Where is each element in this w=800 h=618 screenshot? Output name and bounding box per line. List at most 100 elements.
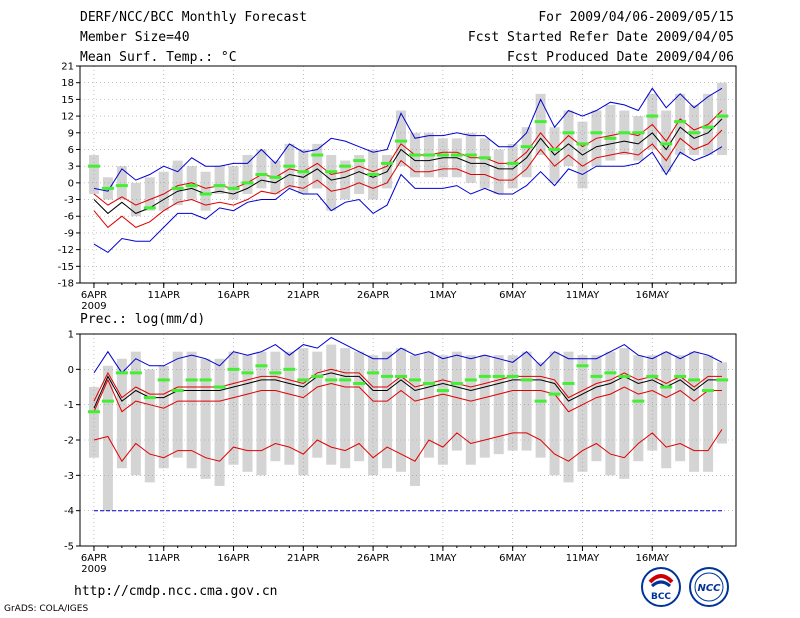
prec-spread-box [312,351,323,458]
prec-spread-box [116,358,127,469]
prec-y-tick-label: -2 [64,436,74,447]
prec-spread-box [605,351,616,476]
prec-observed-point [367,371,380,375]
temp-spread-box [116,166,127,200]
temp-observed-point [381,161,394,165]
temp-observed-point [674,120,687,124]
temp-observed-point [548,147,561,151]
prec-spread-box [186,351,197,469]
temp-observed-point [506,161,519,165]
prec-observed-point [395,374,408,378]
prec-x-tick-label: 6MAY [499,553,527,564]
prec-spread-box [214,358,225,486]
prec-spread-box [717,362,728,444]
temp-observed-point [436,153,449,157]
prec-observed-point [436,389,449,393]
prec-spread-box [493,355,504,455]
temp-spread-box [563,110,574,167]
prec-spread-box [298,348,309,476]
prec-x-tick-label: 1MAY [429,553,457,564]
prec-spread-box [661,351,672,469]
temp-spread-box [312,143,323,189]
temp-observed-point [255,173,268,176]
temp-spread-box [396,110,407,167]
prec-observed-point [632,399,645,403]
prec-observed-point [311,374,324,378]
prec-spread-box [256,351,267,476]
temp-observed-point [325,170,338,174]
temp-observed-point [408,153,421,157]
temp-spread-box [172,160,183,206]
prec-max-line [93,336,723,374]
prec-spread-box [396,348,407,472]
prec-observed-point [339,378,352,382]
ncc-logo-text: NCC [697,583,721,594]
temp-observed-point [520,145,533,149]
prec-observed-point [520,378,533,382]
temp-observed-point [632,131,645,135]
prec-observed-point [269,371,282,375]
prec-observed-point [576,364,589,368]
prec-observed-point [422,381,435,385]
forecast-period: For 2009/04/06-2009/05/15 [538,10,734,25]
temp-min-line [93,146,723,254]
prec-observed-point [646,374,659,378]
prec-observed-point [353,381,366,385]
grads-credit: GrADS: COLA/IGES [4,604,89,614]
temp-observed-point [534,120,547,124]
prec-spread-box [619,348,630,479]
prec-observed-point [213,385,226,389]
prec-x-tick-label: 16MAY [635,553,669,564]
temp-y-tick-label: 6 [68,145,74,156]
forecast-start-date: Fcst Started Refer Date 2009/04/05 [467,30,734,45]
temp-spread-box [493,149,504,194]
prec-observed-point [604,371,617,375]
temp-y-tick-label: -6 [64,212,74,223]
temp-spread-lower-line [93,129,723,229]
prec-observed-point [129,371,142,375]
temp-y-tick-label: -15 [58,262,74,273]
temp-spread-box [200,171,211,211]
prec-observed-point [283,367,296,371]
temp-x-tick-label: 6MAY [499,290,527,301]
temp-spread-box [256,149,267,189]
prec-x-tick-label: 16APR [217,553,250,564]
temp-spread-box [535,93,546,156]
temp-x-tick-label: 16APR [217,290,250,301]
prec-spread-box [340,348,351,469]
prec-observed-point [157,378,170,382]
prec-spread-box [465,355,476,465]
temp-max-line [93,87,723,192]
prec-spread-box [437,355,448,465]
prec-observed-point [171,389,184,393]
prec-y-tick-label: 0 [68,365,74,376]
ncc-logo: NCC [689,567,729,607]
temp-x-tick-label: 6APR [81,290,107,301]
prec-observed-point [450,381,463,385]
temp-spread-box [214,166,225,194]
source-url[interactable]: http://cmdp.ncc.cma.gov.cn [74,584,278,599]
prec-spread-box [591,355,602,462]
prec-spread-box [158,365,169,469]
temp-observed-point [171,186,184,190]
temp-observed-point [450,153,463,157]
temp-observed-point [241,181,254,185]
temp-observed-point [339,164,352,168]
prec-spread-box [144,369,155,483]
temp-observed-point [395,139,408,143]
temp-y-tick-label: 0 [68,178,74,189]
temp-ensemble-mean-line [93,118,723,215]
prec-observed-point [143,396,156,400]
prec-observed-point [618,374,631,378]
temp-observed-point [367,173,380,176]
prec-spread-box [689,351,700,472]
temp-y-tick-label: -9 [64,228,74,239]
temp-spread-box [717,82,728,156]
prec-spread-box [409,355,420,486]
prec-observed-point [185,378,198,382]
temp-observed-point [269,175,282,179]
temp-y-tick-label: 15 [61,95,74,106]
temp-observed-point [618,131,631,135]
prec-spread-box [228,351,239,465]
prec-spread-box [479,355,490,458]
